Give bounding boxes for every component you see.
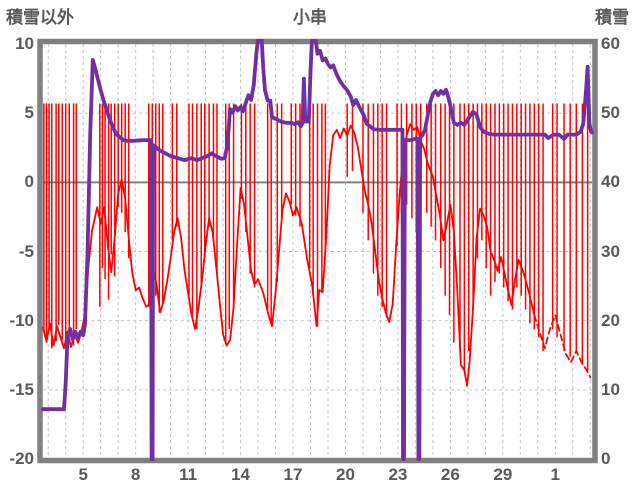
left-axis-tick-label: -15 bbox=[9, 379, 34, 399]
chart-title: 小串 bbox=[293, 8, 327, 27]
right-axis-tick-label: 20 bbox=[601, 310, 620, 330]
x-axis-tick-label: 26 bbox=[440, 465, 460, 484]
x-axis-tick-label: 8 bbox=[130, 465, 141, 484]
red-line bbox=[42, 123, 536, 387]
x-axis-tick-label: 20 bbox=[336, 465, 355, 484]
left-axis-tick-label: -5 bbox=[18, 241, 34, 261]
right-axis-tick-label: 30 bbox=[601, 241, 620, 261]
right-axis-tick-label: 50 bbox=[601, 103, 620, 123]
right-axis-tick-label: 10 bbox=[601, 379, 620, 399]
right-axis-tick-label: 40 bbox=[601, 172, 620, 192]
x-axis-tick-label: 29 bbox=[493, 465, 513, 484]
red-spikes-group bbox=[43, 103, 589, 371]
left-axis-tick-label: 10 bbox=[15, 34, 34, 53]
purple-line bbox=[41, 39, 594, 461]
left-axis-tick-label: -10 bbox=[9, 310, 34, 330]
left-axis-tick-label: 0 bbox=[24, 172, 34, 192]
right-axis-tick-label: 0 bbox=[601, 449, 611, 468]
x-axis-tick-label: 11 bbox=[179, 465, 198, 484]
left-axis-tick-label: -20 bbox=[9, 449, 34, 468]
right-axis-title: 積雪 bbox=[595, 8, 629, 27]
left-axis-title: 積雪以外 bbox=[6, 8, 74, 27]
red-line-dashed-tail bbox=[533, 314, 592, 379]
right-axis-tick-label: 60 bbox=[601, 34, 620, 53]
x-axis-tick-label: 1 bbox=[550, 465, 561, 484]
x-axis-tick-label: 17 bbox=[283, 465, 303, 484]
x-axis-tick-label: 5 bbox=[78, 465, 88, 484]
x-axis-tick-label: 23 bbox=[388, 465, 408, 484]
x-axis-tick-label: 14 bbox=[231, 465, 251, 484]
left-axis-tick-label: 5 bbox=[24, 103, 34, 123]
